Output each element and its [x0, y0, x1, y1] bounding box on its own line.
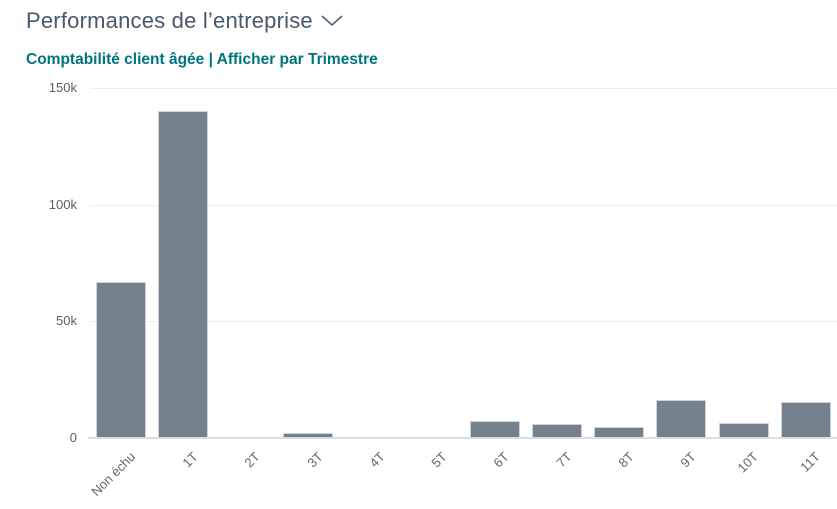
bar[interactable]: [594, 426, 645, 438]
x-axis-label: 1T: [179, 449, 201, 471]
y-axis-tick-label: 0: [69, 430, 77, 445]
gridline: [90, 204, 837, 206]
page-title: Performances de l’entreprise: [26, 8, 313, 33]
bar[interactable]: [282, 433, 333, 438]
bar-slot: 3T: [277, 88, 339, 470]
bar-slot: 4T: [339, 88, 401, 470]
x-axis-label: 11T: [797, 449, 824, 475]
bar-slot: 1T: [152, 88, 214, 470]
bar-slot: 6T: [464, 88, 526, 470]
chevron-down-icon: [321, 14, 343, 32]
x-axis-label: 2T: [241, 449, 264, 471]
y-axis-tick-label: 100k: [48, 196, 77, 212]
x-axis-label: Non échu: [88, 449, 139, 499]
x-axis-label: 8T: [615, 449, 637, 471]
bars-row: Non échu 1T 2T 3T 4T 5T 6T 7T 8T 9T 10T 11T: [89, 88, 837, 499]
x-axis-label: 3T: [304, 449, 326, 471]
x-axis-label: 4T: [366, 449, 388, 471]
bar[interactable]: [531, 424, 582, 438]
bar-slot: 10T: [713, 88, 775, 475]
y-axis-tick-label: 150k: [48, 80, 77, 95]
gridline: [90, 88, 837, 89]
bar-slot: 5T: [401, 88, 463, 470]
x-axis-label: 10T: [734, 449, 762, 476]
x-axis-line: [88, 437, 837, 439]
x-axis-label: 6T: [490, 449, 513, 471]
headline-dropdown-button[interactable]: Performances de l’entreprise: [26, 6, 343, 36]
bar-slot: 8T: [588, 88, 650, 470]
bar[interactable]: [656, 399, 707, 438]
bar[interactable]: [718, 423, 769, 438]
bar[interactable]: [780, 401, 831, 438]
bar[interactable]: [96, 281, 147, 438]
bar-slot: 11T: [775, 88, 837, 475]
bar-slot: 7T: [526, 88, 588, 470]
x-axis-label: 5T: [428, 449, 450, 471]
bar-slot: 2T: [215, 88, 277, 470]
chart-plot-area: Non échu 1T 2T 3T 4T 5T 6T 7T 8T 9T 10T 11T: [88, 88, 837, 499]
chart-subtitle: Comptabilité client âgée | Afficher par …: [26, 51, 378, 68]
x-axis-label: 7T: [553, 449, 575, 471]
bar-slot: 9T: [650, 88, 712, 470]
x-axis-label: 9T: [677, 449, 699, 471]
y-axis-tick-label: 50k: [56, 313, 77, 329]
gridline: [90, 321, 837, 323]
bar[interactable]: [158, 111, 209, 438]
bar-slot: Non échu: [89, 88, 152, 499]
y-axis-labels: 0 50k 100k 150k: [0, 81, 77, 445]
bar[interactable]: [469, 421, 520, 438]
